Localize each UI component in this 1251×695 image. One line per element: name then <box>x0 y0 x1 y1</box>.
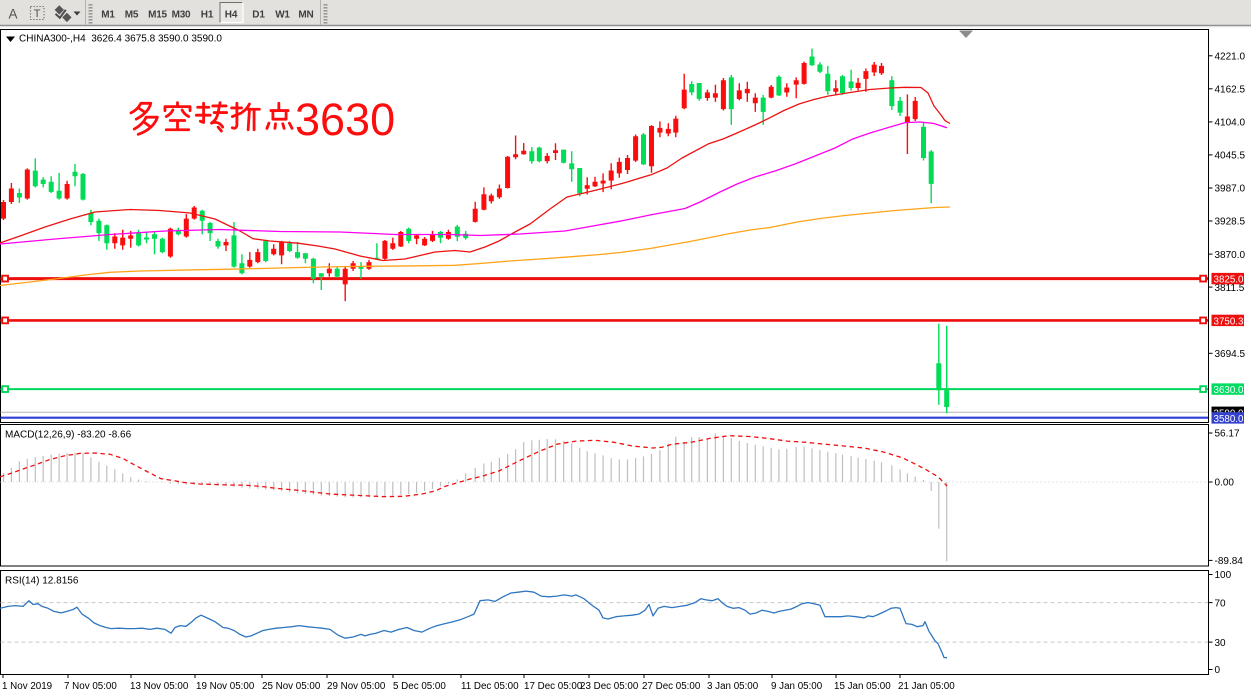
svg-text:11 Dec 05:00: 11 Dec 05:00 <box>461 681 519 692</box>
svg-text:H1: H1 <box>201 10 214 21</box>
svg-text:25 Nov 05:00: 25 Nov 05:00 <box>262 681 321 692</box>
svg-text:0.00: 0.00 <box>1215 478 1235 489</box>
svg-text:M5: M5 <box>125 10 139 21</box>
svg-text:13 Nov 05:00: 13 Nov 05:00 <box>130 681 189 692</box>
svg-text:23 Dec 05:00: 23 Dec 05:00 <box>580 681 639 692</box>
svg-text:4221.0: 4221.0 <box>1215 52 1246 63</box>
svg-text:3825.0: 3825.0 <box>1214 275 1245 286</box>
svg-text:19 Nov 05:00: 19 Nov 05:00 <box>196 681 255 692</box>
svg-text:3580.0: 3580.0 <box>1214 414 1245 425</box>
svg-text:M1: M1 <box>101 10 115 21</box>
svg-text:4104.0: 4104.0 <box>1215 118 1246 129</box>
svg-text:3630.0: 3630.0 <box>1214 385 1245 396</box>
svg-text:RSI(14) 12.8156: RSI(14) 12.8156 <box>5 576 79 587</box>
svg-text:5 Dec 05:00: 5 Dec 05:00 <box>393 681 446 692</box>
svg-text:3750.3: 3750.3 <box>1214 316 1245 327</box>
svg-text:D1: D1 <box>252 10 265 21</box>
svg-text:1 Nov 2019: 1 Nov 2019 <box>2 681 52 692</box>
svg-text:29 Nov 05:00: 29 Nov 05:00 <box>327 681 386 692</box>
svg-text:9 Jan 05:00: 9 Jan 05:00 <box>771 681 823 692</box>
svg-text:3630: 3630 <box>295 94 395 145</box>
svg-text:3870.0: 3870.0 <box>1215 250 1246 261</box>
svg-text:3694.5: 3694.5 <box>1215 349 1246 360</box>
svg-text:3 Jan 05:00: 3 Jan 05:00 <box>707 681 759 692</box>
svg-text:H4: H4 <box>225 10 238 21</box>
svg-text:0: 0 <box>1215 665 1221 676</box>
svg-text:4162.5: 4162.5 <box>1215 85 1246 96</box>
svg-text:4045.5: 4045.5 <box>1215 151 1246 162</box>
svg-text:A: A <box>9 7 18 22</box>
svg-text:W1: W1 <box>275 10 290 21</box>
svg-text:3811.5: 3811.5 <box>1215 283 1245 294</box>
svg-text:21 Jan 05:00: 21 Jan 05:00 <box>898 681 955 692</box>
svg-text:CHINA300-,H4 3626.4 3675.8 35: CHINA300-,H4 3626.4 3675.8 3590.0 3590.0 <box>19 34 222 45</box>
svg-text:7 Nov 05:00: 7 Nov 05:00 <box>64 681 117 692</box>
svg-text:3928.5: 3928.5 <box>1215 217 1246 228</box>
svg-text:30: 30 <box>1215 638 1227 649</box>
svg-text:T: T <box>34 8 41 20</box>
svg-text:-89.84: -89.84 <box>1215 556 1244 567</box>
svg-text:M30: M30 <box>172 10 191 21</box>
svg-text:MN: MN <box>298 10 313 21</box>
svg-text:17 Dec 05:00: 17 Dec 05:00 <box>524 681 583 692</box>
svg-text:70: 70 <box>1215 598 1227 609</box>
svg-text:MACD(12,26,9) -83.20 -8.66: MACD(12,26,9) -83.20 -8.66 <box>5 430 132 441</box>
svg-text:56.17: 56.17 <box>1215 429 1240 440</box>
svg-text:100: 100 <box>1215 570 1232 581</box>
svg-text:27 Dec 05:00: 27 Dec 05:00 <box>642 681 701 692</box>
svg-text:3987.0: 3987.0 <box>1215 184 1246 195</box>
svg-text:15 Jan 05:00: 15 Jan 05:00 <box>834 681 891 692</box>
svg-text:M15: M15 <box>148 10 167 21</box>
